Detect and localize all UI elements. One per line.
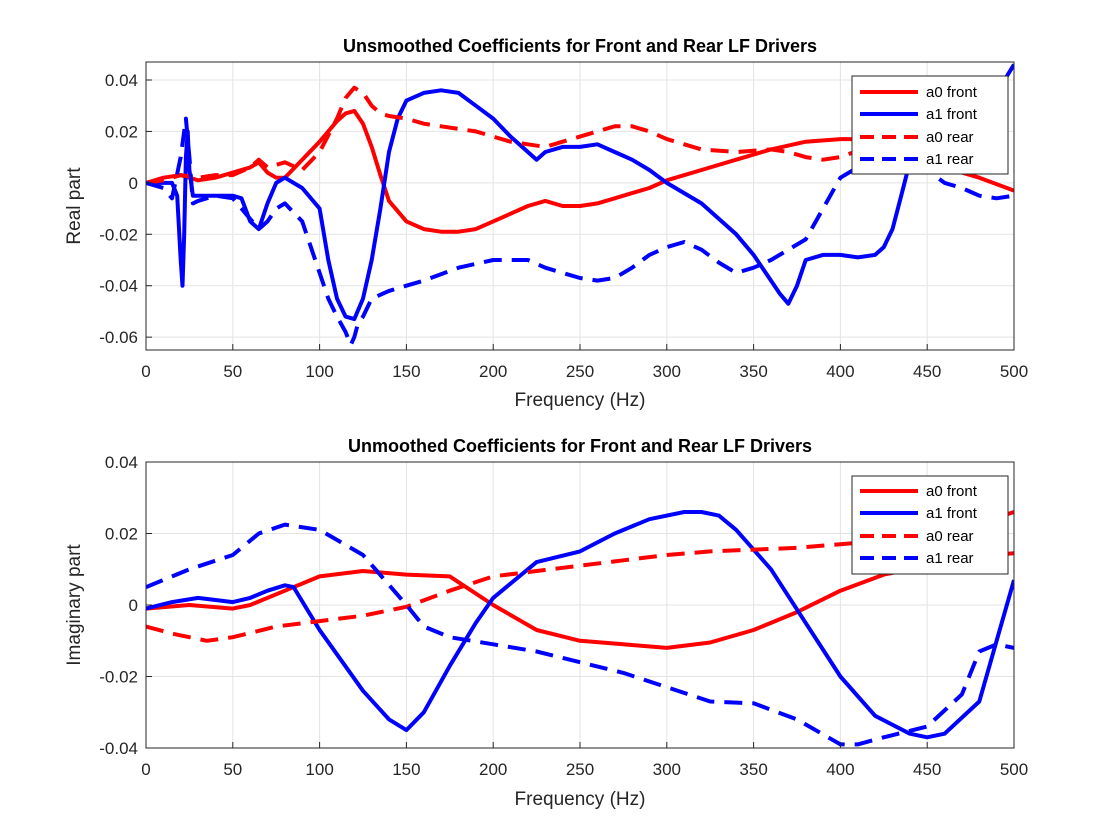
y-tick-label: 0 [129, 596, 138, 615]
legend-entry: a1 rear [860, 550, 974, 567]
series-line-a1-rear [146, 116, 1014, 347]
legend: a0 front a1 front a0 rear a1 rear [851, 75, 1009, 175]
x-tick-label: 500 [1000, 760, 1028, 779]
x-tick-label: 150 [392, 760, 420, 779]
x-tick-label: 250 [566, 760, 594, 779]
tick-labels: 0 50 100 150 200 250 300 350 400 450 500 -0.04 -0.02… [99, 453, 1028, 779]
x-tick-label: 450 [913, 362, 941, 381]
x-tick-label: 200 [479, 760, 507, 779]
series-line-a1-front [146, 510, 1014, 740]
legend-entry: a0 front [860, 84, 978, 101]
series-line-a1-front [146, 63, 1014, 322]
legend-label: a0 front [926, 84, 978, 101]
y-tick-label: 0.04 [105, 453, 138, 472]
y-tick-label: 0 [129, 174, 138, 193]
y-tick-label: -0.02 [99, 225, 138, 244]
x-tick-label: 200 [479, 362, 507, 381]
legend-label: a1 front [926, 505, 978, 522]
series-line-a0-front [146, 551, 1014, 650]
y-tick-label: -0.06 [99, 328, 138, 347]
y-tick-label: -0.04 [99, 739, 138, 758]
legend-entry: a0 rear [860, 129, 974, 146]
y-tick-label: -0.04 [99, 277, 138, 296]
series-line-a0-rear [146, 510, 1014, 643]
x-tick-label: 150 [392, 362, 420, 381]
legend-entry: a1 front [860, 106, 978, 123]
imaginary-part-panel: 0 50 100 150 200 250 300 350 400 450 500 -0.04 -0.02… [64, 436, 1028, 810]
x-tick-label: 0 [141, 362, 150, 381]
legend-label: a0 rear [926, 129, 974, 146]
series-lines [146, 63, 1014, 347]
x-tick-label: 100 [305, 760, 333, 779]
x-tick-label: 300 [653, 760, 681, 779]
legend-entry: a1 front [860, 505, 978, 522]
legend-label: a1 front [926, 106, 978, 123]
y-axis-label: Real part [64, 167, 85, 245]
x-tick-label: 50 [223, 760, 242, 779]
x-tick-label: 300 [653, 362, 681, 381]
legend-label: a0 front [926, 483, 978, 500]
legend-label: a0 rear [926, 528, 974, 545]
x-tick-label: 250 [566, 362, 594, 381]
series-line-a0-rear [146, 85, 1014, 185]
x-tick-label: 500 [1000, 362, 1028, 381]
y-tick-label: -0.02 [99, 668, 138, 687]
y-tick-label: 0.02 [105, 525, 138, 544]
x-tick-label: 0 [141, 760, 150, 779]
chart-title: Unmoothed Coefficients for Front and Rea… [348, 436, 812, 456]
chart-title: Unsmoothed Coefficients for Front and Re… [343, 36, 817, 56]
legend-entry: a0 front [860, 483, 978, 500]
legend-entry: a1 rear [860, 151, 974, 168]
series-lines [146, 510, 1014, 747]
series-line-a1-rear [146, 522, 1014, 747]
legend: a0 front a1 front a0 rear a1 rear [851, 475, 1009, 575]
legend-label: a1 rear [926, 550, 974, 567]
x-axis-label: Frequency (Hz) [515, 789, 646, 810]
x-tick-label: 400 [826, 362, 854, 381]
y-axis-label: Imaginary part [64, 544, 85, 666]
x-tick-label: 50 [223, 362, 242, 381]
series-line-a0-front [146, 108, 1014, 234]
x-tick-label: 400 [826, 760, 854, 779]
x-axis-label: Frequency (Hz) [515, 390, 646, 411]
y-tick-label: 0.02 [105, 122, 138, 141]
y-tick-label: 0.04 [105, 71, 138, 90]
x-tick-label: 350 [739, 362, 767, 381]
legend-label: a1 rear [926, 151, 974, 168]
tick-labels: 0 50 100 150 200 250 300 350 400 450 500 -0.06 -0.04… [99, 71, 1028, 381]
legend-entry: a0 rear [860, 528, 974, 545]
x-tick-label: 350 [739, 760, 767, 779]
x-tick-label: 100 [305, 362, 333, 381]
x-tick-label: 450 [913, 760, 941, 779]
real-part-panel: 0 50 100 150 200 250 300 350 400 450 500 -0.06 -0.04… [64, 36, 1028, 411]
